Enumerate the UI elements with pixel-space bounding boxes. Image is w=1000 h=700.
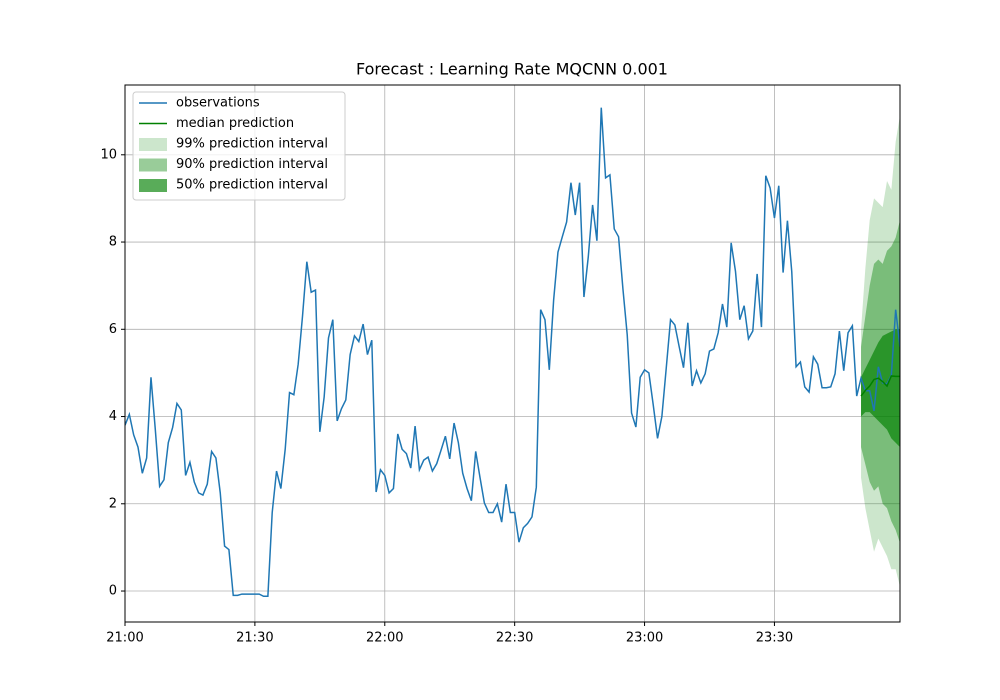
legend-label: median prediction <box>176 116 294 131</box>
legend-label: 90% prediction interval <box>176 157 328 172</box>
legend-label: 99% prediction interval <box>176 137 328 152</box>
x-tick-label: 21:30 <box>236 631 273 646</box>
legend-patch <box>139 138 167 151</box>
y-tick-label: 8 <box>109 235 117 250</box>
x-tick-label: 23:30 <box>756 631 793 646</box>
plot-area <box>125 107 900 598</box>
chart-title: Forecast : Learning Rate MQCNN 0.001 <box>356 60 668 79</box>
legend-label: 50% prediction interval <box>176 178 328 193</box>
y-tick-label: 10 <box>100 147 117 162</box>
y-tick-label: 2 <box>109 496 117 511</box>
x-tick-label: 23:00 <box>626 631 663 646</box>
prediction-interval <box>861 329 900 448</box>
x-tick-label: 21:00 <box>106 631 143 646</box>
x-tick-label: 22:00 <box>366 631 403 646</box>
series-line <box>125 107 900 598</box>
series-line <box>860 375 900 397</box>
y-tick-label: 6 <box>109 322 117 337</box>
legend-box <box>132 91 346 201</box>
legend-patch <box>139 158 167 172</box>
y-tick-label: 4 <box>109 409 117 424</box>
legend-label: observations <box>176 96 260 111</box>
plot-frame <box>124 84 901 623</box>
y-tick-label: 0 <box>109 584 117 599</box>
x-tick-label: 22:30 <box>496 631 533 646</box>
legend-patch <box>139 179 167 192</box>
